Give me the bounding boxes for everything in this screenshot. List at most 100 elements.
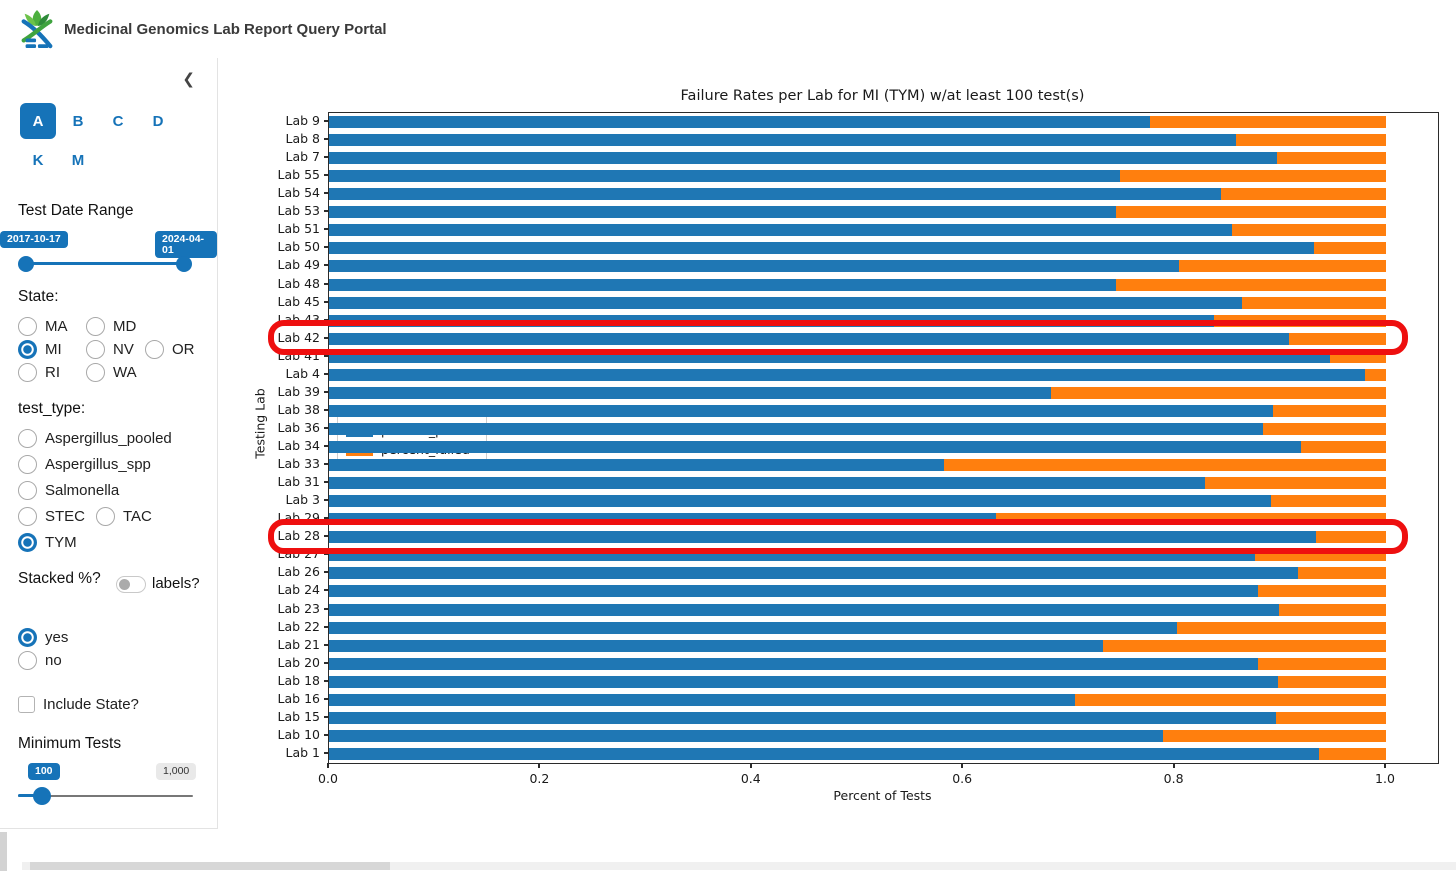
tab-B[interactable]: B — [72, 112, 84, 130]
bar-segment-percent_failed[interactable] — [1102, 639, 1386, 652]
bar-segment-percent_passed[interactable] — [329, 206, 1117, 219]
bar-segment-percent_passed[interactable] — [329, 729, 1163, 742]
bar-segment-percent_passed[interactable] — [329, 242, 1315, 255]
bar-segment-percent_failed[interactable] — [1050, 386, 1386, 399]
bar-segment-percent_passed[interactable] — [329, 224, 1232, 237]
bar-segment-percent_failed[interactable] — [1242, 296, 1386, 309]
bar-segment-percent_failed[interactable] — [1301, 441, 1386, 454]
bar-segment-percent_failed[interactable] — [1263, 422, 1386, 435]
radio-tym[interactable] — [18, 533, 37, 552]
date-range-slider-handle-start[interactable] — [18, 256, 34, 272]
bar-segment-percent_failed[interactable] — [944, 459, 1386, 472]
tab-C[interactable]: C — [112, 112, 124, 130]
bar-segment-percent_failed[interactable] — [1221, 188, 1386, 201]
bar-segment-percent_failed[interactable] — [1258, 585, 1386, 598]
bar-segment-percent_passed[interactable] — [329, 368, 1365, 381]
date-range-slider-handle-end[interactable] — [176, 256, 192, 272]
bar-segment-percent_passed[interactable] — [329, 332, 1289, 345]
bar-segment-percent_passed[interactable] — [329, 585, 1259, 598]
bar-segment-percent_failed[interactable] — [1316, 531, 1386, 544]
radio-option-tym[interactable]: TYM — [18, 533, 96, 552]
bar-segment-percent_failed[interactable] — [1276, 711, 1386, 724]
vertical-scrollbar[interactable] — [0, 832, 7, 871]
radio-option-md[interactable]: MD — [86, 317, 145, 336]
minimum-tests-slider-track[interactable] — [18, 795, 193, 797]
bar-segment-percent_passed[interactable] — [329, 747, 1320, 760]
radio-option-salmonella[interactable]: Salmonella — [18, 481, 119, 500]
radio-option-yes[interactable]: yes — [18, 628, 68, 647]
bar-segment-percent_passed[interactable] — [329, 459, 945, 472]
radio-no[interactable] — [18, 651, 37, 670]
bar-segment-percent_failed[interactable] — [1278, 675, 1386, 688]
radio-option-stec[interactable]: STEC — [18, 507, 96, 526]
bar-segment-percent_passed[interactable] — [329, 188, 1222, 201]
bar-segment-percent_failed[interactable] — [1231, 224, 1386, 237]
radio-stec[interactable] — [18, 507, 37, 526]
radio-option-mi[interactable]: MI — [18, 340, 86, 359]
bar-segment-percent_failed[interactable] — [1314, 242, 1386, 255]
bar-segment-percent_failed[interactable] — [1272, 404, 1386, 417]
bar-segment-percent_passed[interactable] — [329, 170, 1120, 183]
bar-segment-percent_passed[interactable] — [329, 116, 1151, 129]
bar-segment-percent_passed[interactable] — [329, 675, 1279, 688]
radio-md[interactable] — [86, 317, 105, 336]
radio-salmonella[interactable] — [18, 481, 37, 500]
bar-segment-percent_failed[interactable] — [1288, 332, 1386, 345]
radio-or[interactable] — [145, 340, 164, 359]
bar-segment-percent_passed[interactable] — [329, 639, 1103, 652]
bar-segment-percent_passed[interactable] — [329, 621, 1177, 634]
include-state-checkbox[interactable] — [18, 696, 35, 713]
bar-segment-percent_failed[interactable] — [1258, 657, 1386, 670]
bar-segment-percent_failed[interactable] — [1270, 495, 1386, 508]
bar-segment-percent_passed[interactable] — [329, 386, 1051, 399]
tab-A[interactable]: A — [20, 103, 56, 139]
radio-yes[interactable] — [18, 628, 37, 647]
bar-segment-percent_passed[interactable] — [329, 404, 1273, 417]
radio-aspergillus_pooled[interactable] — [18, 429, 37, 448]
radio-option-aspergillus_pooled[interactable]: Aspergillus_pooled — [18, 429, 172, 448]
radio-option-wa[interactable]: WA — [86, 363, 145, 382]
bar-segment-percent_passed[interactable] — [329, 134, 1236, 147]
bar-segment-percent_passed[interactable] — [329, 567, 1299, 580]
radio-option-ri[interactable]: RI — [18, 363, 86, 382]
bar-segment-percent_failed[interactable] — [1279, 603, 1386, 616]
labels-toggle[interactable] — [116, 576, 146, 593]
horizontal-scrollbar-thumb[interactable] — [30, 862, 390, 870]
bar-segment-percent_failed[interactable] — [1178, 260, 1386, 273]
bar-segment-percent_failed[interactable] — [1235, 134, 1386, 147]
bar-segment-percent_failed[interactable] — [1364, 368, 1386, 381]
horizontal-scrollbar-track[interactable] — [22, 862, 1456, 870]
bar-segment-percent_failed[interactable] — [1298, 567, 1386, 580]
tab-D[interactable]: D — [152, 112, 164, 130]
radio-ma[interactable] — [18, 317, 37, 336]
radio-option-aspergillus_spp[interactable]: Aspergillus_spp — [18, 455, 151, 474]
radio-option-or[interactable]: OR — [145, 340, 195, 359]
bar-segment-percent_passed[interactable] — [329, 441, 1302, 454]
bar-segment-percent_passed[interactable] — [329, 693, 1076, 706]
bar-segment-percent_passed[interactable] — [329, 296, 1243, 309]
bar-segment-percent_passed[interactable] — [329, 657, 1259, 670]
bar-segment-percent_failed[interactable] — [1176, 621, 1386, 634]
bar-segment-percent_passed[interactable] — [329, 711, 1277, 724]
bar-segment-percent_passed[interactable] — [329, 495, 1271, 508]
radio-option-tac[interactable]: TAC — [96, 507, 152, 526]
tab-K[interactable]: K — [32, 151, 44, 169]
bar-segment-percent_passed[interactable] — [329, 278, 1117, 291]
radio-mi[interactable] — [18, 340, 37, 359]
bar-segment-percent_passed[interactable] — [329, 531, 1317, 544]
bar-segment-percent_failed[interactable] — [1162, 729, 1386, 742]
radio-option-no[interactable]: no — [18, 651, 62, 670]
bar-segment-percent_failed[interactable] — [1116, 206, 1386, 219]
radio-option-ma[interactable]: MA — [18, 317, 86, 336]
radio-nv[interactable] — [86, 340, 105, 359]
bar-segment-percent_failed[interactable] — [1205, 477, 1386, 490]
bar-segment-percent_passed[interactable] — [329, 477, 1206, 490]
bar-segment-percent_passed[interactable] — [329, 603, 1280, 616]
date-range-slider-track[interactable] — [26, 262, 184, 265]
bar-segment-percent_failed[interactable] — [1119, 170, 1386, 183]
sidebar-collapse-icon[interactable]: ❮ — [182, 71, 195, 88]
radio-tac[interactable] — [96, 507, 115, 526]
radio-wa[interactable] — [86, 363, 105, 382]
bar-segment-percent_failed[interactable] — [1075, 693, 1386, 706]
radio-ri[interactable] — [18, 363, 37, 382]
